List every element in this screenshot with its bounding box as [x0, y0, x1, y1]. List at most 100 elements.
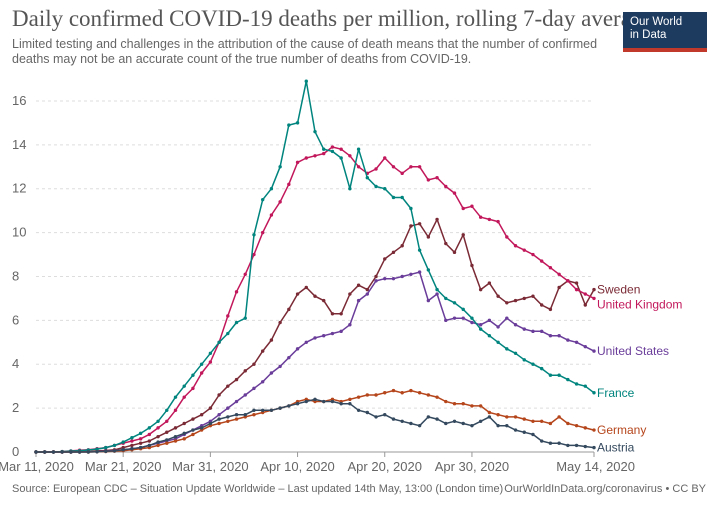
data-point-france: [121, 440, 125, 444]
x-tick-label: Mar 11, 2020: [0, 459, 74, 474]
data-point-france: [217, 340, 221, 344]
data-point-austria: [95, 450, 99, 454]
data-point-united-kingdom: [444, 184, 448, 189]
data-point-germany: [592, 428, 596, 432]
data-point-united-states: [348, 323, 352, 327]
data-point-sweden: [173, 426, 178, 430]
data-point-united-kingdom: [304, 156, 308, 160]
data-point-france: [383, 187, 387, 191]
data-point-united-kingdom: [539, 259, 544, 263]
source-note[interactable]: Source: European CDC – Situation Update …: [12, 483, 504, 495]
data-point-sweden: [365, 287, 370, 292]
data-point-germany: [522, 417, 526, 421]
data-point-sweden: [470, 263, 474, 268]
data-point-france: [505, 347, 509, 351]
series-line-france[interactable]: [36, 80, 595, 453]
data-point-united-kingdom: [226, 314, 230, 318]
data-point-france: [583, 384, 587, 388]
series-label-united-states[interactable]: United States: [597, 344, 669, 358]
data-point-united-kingdom: [452, 191, 457, 195]
data-point-france: [313, 129, 317, 134]
data-point-united-kingdom: [234, 290, 239, 294]
data-point-austria: [243, 413, 247, 417]
data-point-united-kingdom: [409, 165, 413, 169]
data-point-united-kingdom: [470, 204, 474, 208]
data-point-austria: [383, 413, 387, 417]
data-point-germany: [496, 413, 500, 417]
data-point-united-kingdom: [322, 151, 326, 156]
data-point-austria: [487, 415, 492, 419]
data-point-germany: [435, 395, 439, 399]
series-label-france[interactable]: France: [597, 386, 635, 400]
x-tick-label: Mar 21, 2020: [85, 459, 162, 474]
data-point-united-kingdom: [243, 272, 247, 276]
data-point-germany: [234, 417, 239, 421]
series-label-united-kingdom[interactable]: United Kingdom: [597, 298, 682, 312]
data-point-germany: [557, 415, 561, 419]
data-point-france: [95, 447, 99, 451]
data-point-sweden: [339, 312, 343, 316]
data-point-germany: [191, 432, 195, 437]
data-point-united-states: [374, 279, 378, 283]
data-point-united-kingdom: [339, 147, 343, 151]
data-point-united-states: [444, 318, 448, 323]
data-point-germany: [566, 421, 570, 426]
data-point-united-states: [295, 347, 300, 351]
series-label-sweden[interactable]: Sweden: [597, 283, 640, 297]
data-point-sweden: [496, 294, 500, 298]
data-point-austria: [513, 428, 518, 432]
data-point-austria: [452, 419, 457, 423]
chart-subtitle: Limited testing and challenges in the at…: [12, 37, 598, 66]
data-point-sweden: [513, 298, 518, 303]
data-point-sweden: [391, 250, 396, 255]
y-tick-label: 0: [12, 444, 19, 459]
data-point-united-kingdom: [513, 244, 518, 248]
data-point-france: [348, 187, 352, 191]
data-point-sweden: [417, 222, 422, 226]
owid-logo[interactable]: Our World in Data: [623, 12, 707, 52]
data-point-united-states: [417, 270, 422, 274]
data-point-united-states: [383, 276, 387, 281]
data-point-united-states: [461, 316, 465, 320]
data-point-united-kingdom: [165, 419, 169, 423]
series-label-austria[interactable]: Austria: [597, 441, 635, 455]
data-point-austria: [51, 450, 56, 454]
data-point-austria: [417, 423, 422, 428]
data-point-united-kingdom: [295, 160, 300, 165]
data-point-germany: [470, 404, 474, 408]
data-point-france: [478, 327, 483, 331]
data-point-sweden: [278, 320, 282, 325]
data-point-germany: [226, 419, 230, 423]
data-point-austria: [182, 431, 186, 436]
data-point-france: [391, 195, 396, 200]
data-point-united-kingdom: [348, 154, 352, 158]
data-point-sweden: [234, 377, 239, 382]
data-point-austria: [356, 408, 361, 413]
data-point-france: [461, 307, 465, 312]
data-point-france: [487, 334, 492, 338]
data-point-france: [531, 362, 535, 366]
credit-link[interactable]: OurWorldInData.org/coronavirus • CC BY: [504, 483, 706, 495]
chart-title: Daily confirmed COVID-19 deaths per mill…: [12, 6, 653, 31]
data-point-united-kingdom: [461, 206, 465, 211]
data-point-sweden: [531, 294, 535, 298]
data-point-germany: [583, 426, 587, 430]
logo-line-2: in Data: [630, 29, 667, 41]
y-tick-label: 2: [12, 400, 19, 415]
data-point-germany: [539, 419, 544, 423]
data-point-united-kingdom: [417, 165, 422, 169]
series-line-united-kingdom[interactable]: [36, 146, 595, 453]
data-point-austria: [130, 447, 134, 451]
series-line-united-states[interactable]: [36, 271, 595, 453]
data-point-france: [557, 373, 561, 377]
data-point-austria: [461, 421, 465, 426]
series-label-germany[interactable]: Germany: [597, 423, 646, 437]
data-point-austria: [173, 434, 178, 439]
data-point-united-states: [409, 272, 413, 276]
data-point-france: [426, 268, 431, 272]
data-point-sweden: [191, 417, 195, 421]
data-point-france: [574, 382, 579, 386]
data-point-france: [252, 233, 256, 237]
data-point-austria: [557, 441, 561, 445]
data-point-united-kingdom: [374, 167, 378, 171]
